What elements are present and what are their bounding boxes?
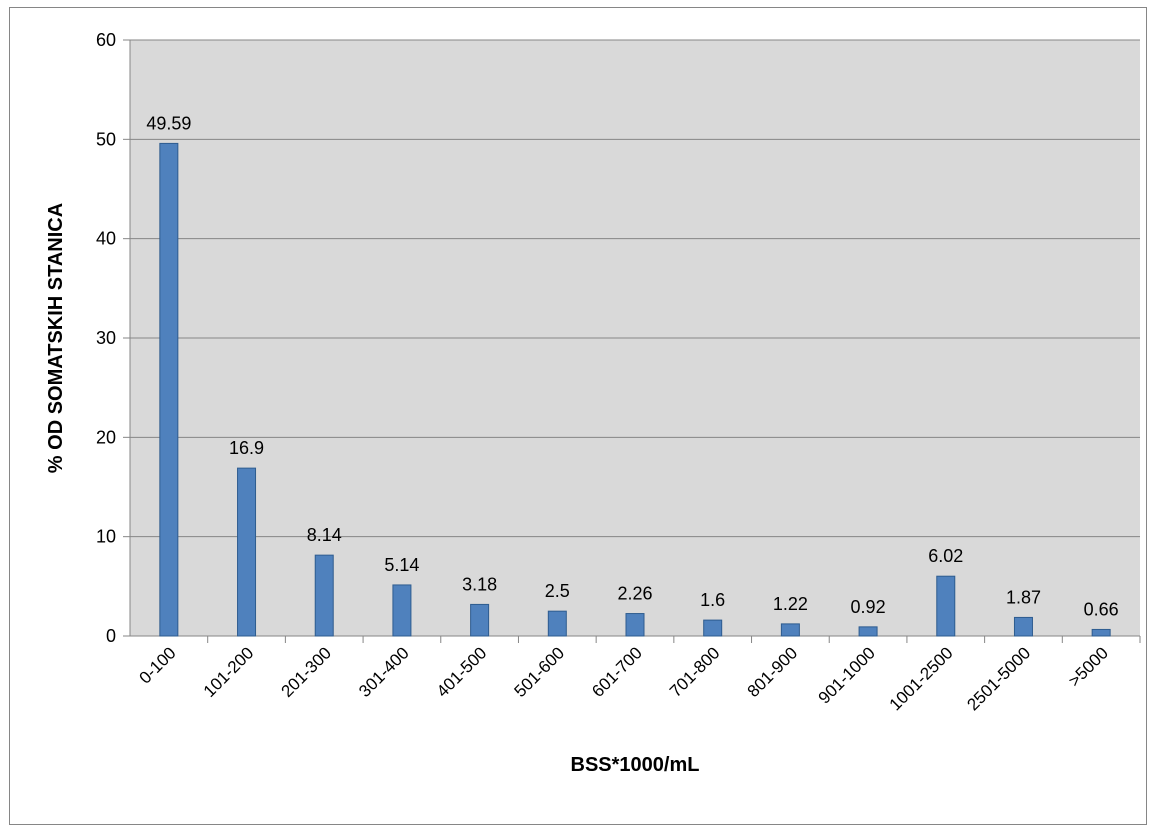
bar [1091,628,1111,637]
y-tick-label: 30 [96,328,116,348]
data-label: 1.22 [773,594,808,614]
bar [470,603,490,637]
x-tick-label: 301-400 [355,643,413,701]
y-tick-label: 20 [96,427,116,447]
x-tick-label: 101-200 [200,643,258,701]
bar [703,619,723,637]
data-label: 0.92 [851,597,886,617]
x-tick-label: 401-500 [433,643,491,701]
data-label: 3.18 [462,574,497,594]
bars [159,142,1111,637]
bar [780,623,800,637]
x-tick-label: 601-700 [588,643,646,701]
bar [1013,616,1033,637]
x-tick-label: 701-800 [666,643,724,701]
data-label: 2.5 [545,581,570,601]
bar [547,610,567,637]
x-axis-ticks: 0-100 101-200 201-300 301-400 401-500 501-600… [135,643,1111,714]
bar [159,142,179,637]
bar [625,613,645,637]
gridlines [123,39,1141,643]
data-label: 49.59 [146,113,191,133]
data-labels: 49.59 16.9 8.14 5.14 3.18 2.5 2.26 1.6 1.22 0.92 6… [146,113,1118,619]
x-tick-label: 901-1000 [815,643,879,707]
y-tick-label: 50 [96,129,116,149]
data-label: 2.26 [617,584,652,604]
x-tick-label: 501-600 [511,643,569,701]
y-tick-label: 0 [106,626,116,646]
bar [237,467,257,637]
bar [314,554,334,637]
data-label: 1.87 [1006,587,1041,607]
y-tick-label: 10 [96,527,116,547]
y-axis-title: % OD SOMATSKIH STANICA [45,203,67,473]
x-tick-label: >5000 [1065,643,1112,690]
x-axis-title: BSS*1000/mL [571,754,700,776]
x-tick-label: 2501-5000 [963,643,1034,714]
data-label: 16.9 [229,438,264,458]
data-label: 8.14 [307,525,342,545]
data-label: 5.14 [384,555,419,575]
bar [858,626,878,637]
x-tick-label: 1001-2500 [886,643,957,714]
x-tick-label: 201-300 [278,643,336,701]
y-tick-label: 60 [96,30,116,50]
x-tick-label: 0-100 [135,643,179,687]
y-tick-label: 40 [96,229,116,249]
bar [936,575,956,637]
bar [392,584,412,637]
x-tick-label: 801-900 [744,643,802,701]
data-label: 6.02 [928,546,963,566]
data-label: 0.66 [1084,599,1119,619]
y-axis-ticks: 0 10 20 30 40 50 60 [96,30,116,646]
data-label: 1.6 [700,590,725,610]
